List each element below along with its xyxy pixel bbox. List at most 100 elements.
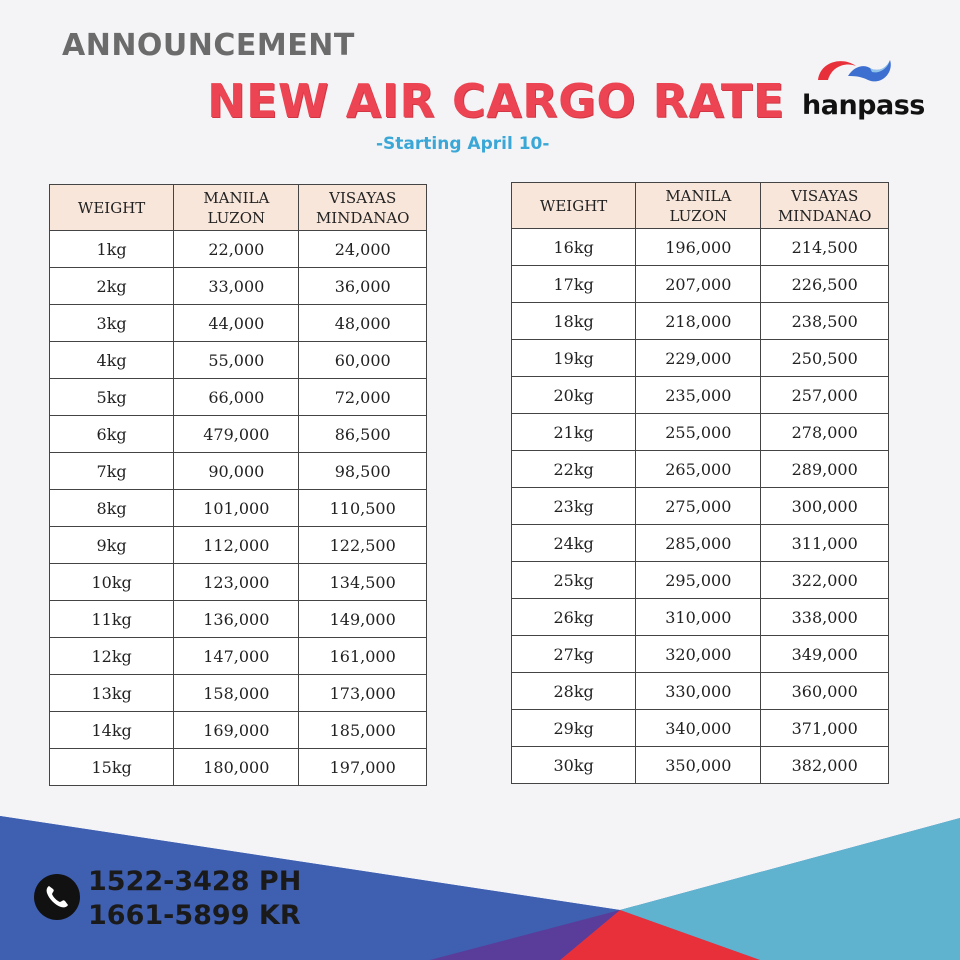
cell-manila-luzon: 330,000 <box>635 672 762 710</box>
cell-weight: 4kg <box>48 341 175 379</box>
table-row: 6kg 479,000 86,500 <box>48 415 427 453</box>
header-manila-line2: LUZON <box>669 206 728 225</box>
cell-visayas-mindanao: 238,500 <box>760 302 889 340</box>
cell-weight: 15kg <box>48 748 175 786</box>
cell-visayas-mindanao: 289,000 <box>760 450 889 488</box>
table-header-row: WEIGHT MANILA LUZON VISAYAS MINDANAO <box>510 182 889 229</box>
cell-weight: 21kg <box>510 413 637 451</box>
hanpass-logo-text: hanpass <box>802 90 925 121</box>
header-visayas-line2: MINDANAO <box>777 206 872 225</box>
table-row: 1kg 22,000 24,000 <box>48 230 427 268</box>
cell-weight: 29kg <box>510 709 637 747</box>
table-row: 27kg 320,000 349,000 <box>510 635 889 673</box>
announcement-label: ANNOUNCEMENT <box>62 28 355 63</box>
cell-weight: 26kg <box>510 598 637 636</box>
table-row: 12kg 147,000 161,000 <box>48 637 427 675</box>
cell-visayas-mindanao: 250,500 <box>760 339 889 377</box>
cell-weight: 2kg <box>48 267 175 305</box>
header-manila-line1: MANILA <box>203 188 270 207</box>
table-header-row: WEIGHT MANILA LUZON VISAYAS MINDANAO <box>48 184 427 231</box>
cell-visayas-mindanao: 86,500 <box>298 415 427 453</box>
cell-visayas-mindanao: 338,000 <box>760 598 889 636</box>
table-row: 15kg 180,000 197,000 <box>48 748 427 786</box>
cell-weight: 17kg <box>510 265 637 303</box>
cell-manila-luzon: 265,000 <box>635 450 762 488</box>
table-row: 25kg 295,000 322,000 <box>510 561 889 599</box>
table-row: 9kg 112,000 122,500 <box>48 526 427 564</box>
cell-weight: 3kg <box>48 304 175 342</box>
cell-manila-luzon: 112,000 <box>173 526 300 564</box>
cell-manila-luzon: 136,000 <box>173 600 300 638</box>
table-row: 4kg 55,000 60,000 <box>48 341 427 379</box>
cell-visayas-mindanao: 98,500 <box>298 452 427 490</box>
cell-weight: 25kg <box>510 561 637 599</box>
page-subtitle: -Starting April 10- <box>376 134 550 154</box>
rate-table-left-body: 1kg 22,000 24,000 2kg 33,000 36,000 3kg 44,000 4… <box>48 230 427 786</box>
table-row: 10kg 123,000 134,500 <box>48 563 427 601</box>
cell-weight: 28kg <box>510 672 637 710</box>
cell-manila-luzon: 207,000 <box>635 265 762 303</box>
cell-weight: 13kg <box>48 674 175 712</box>
cell-manila-luzon: 275,000 <box>635 487 762 525</box>
table-row: 20kg 235,000 257,000 <box>510 376 889 414</box>
cell-manila-luzon: 123,000 <box>173 563 300 601</box>
cell-visayas-mindanao: 257,000 <box>760 376 889 414</box>
table-row: 19kg 229,000 250,500 <box>510 339 889 377</box>
header-weight: WEIGHT <box>48 184 175 231</box>
cell-manila-luzon: 295,000 <box>635 561 762 599</box>
table-row: 23kg 275,000 300,000 <box>510 487 889 525</box>
cell-visayas-mindanao: 226,500 <box>760 265 889 303</box>
cell-manila-luzon: 229,000 <box>635 339 762 377</box>
cell-weight: 22kg <box>510 450 637 488</box>
cell-visayas-mindanao: 110,500 <box>298 489 427 527</box>
cell-visayas-mindanao: 149,000 <box>298 600 427 638</box>
cell-manila-luzon: 147,000 <box>173 637 300 675</box>
cell-manila-luzon: 66,000 <box>173 378 300 416</box>
cell-visayas-mindanao: 36,000 <box>298 267 427 305</box>
table-row: 14kg 169,000 185,000 <box>48 711 427 749</box>
cell-visayas-mindanao: 134,500 <box>298 563 427 601</box>
header-visayas-mindanao: VISAYAS MINDANAO <box>760 182 889 229</box>
cell-manila-luzon: 44,000 <box>173 304 300 342</box>
header-weight: WEIGHT <box>510 182 637 229</box>
page-title: NEW AIR CARGO RATE <box>207 74 785 128</box>
cell-visayas-mindanao: 48,000 <box>298 304 427 342</box>
cell-visayas-mindanao: 185,000 <box>298 711 427 749</box>
table-row: 30kg 350,000 382,000 <box>510 746 889 784</box>
cell-weight: 1kg <box>48 230 175 268</box>
rate-table-left: WEIGHT MANILA LUZON VISAYAS MINDANAO 1kg 22… <box>48 184 427 786</box>
header-manila-luzon: MANILA LUZON <box>173 184 300 231</box>
cell-manila-luzon: 235,000 <box>635 376 762 414</box>
cell-weight: 6kg <box>48 415 175 453</box>
table-row: 16kg 196,000 214,500 <box>510 228 889 266</box>
cell-manila-luzon: 55,000 <box>173 341 300 379</box>
cell-weight: 27kg <box>510 635 637 673</box>
cell-visayas-mindanao: 349,000 <box>760 635 889 673</box>
cell-weight: 12kg <box>48 637 175 675</box>
cell-weight: 9kg <box>48 526 175 564</box>
cell-visayas-mindanao: 278,000 <box>760 413 889 451</box>
hanpass-logo: hanpass <box>798 54 925 134</box>
cell-manila-luzon: 158,000 <box>173 674 300 712</box>
phone-number-kr: 1661-5899 KR <box>88 900 301 931</box>
table-row: 13kg 158,000 173,000 <box>48 674 427 712</box>
table-row: 29kg 340,000 371,000 <box>510 709 889 747</box>
cell-manila-luzon: 310,000 <box>635 598 762 636</box>
cell-weight: 19kg <box>510 339 637 377</box>
header-manila-line2: LUZON <box>207 208 266 227</box>
header-visayas-line2: MINDANAO <box>315 208 410 227</box>
cell-weight: 11kg <box>48 600 175 638</box>
cell-manila-luzon: 90,000 <box>173 452 300 490</box>
rate-table-right: WEIGHT MANILA LUZON VISAYAS MINDANAO 16kg 1… <box>510 182 889 784</box>
cell-manila-luzon: 320,000 <box>635 635 762 673</box>
cell-visayas-mindanao: 371,000 <box>760 709 889 747</box>
cell-visayas-mindanao: 122,500 <box>298 526 427 564</box>
cell-manila-luzon: 169,000 <box>173 711 300 749</box>
cell-manila-luzon: 196,000 <box>635 228 762 266</box>
hanpass-logo-mark-icon <box>818 60 891 82</box>
rate-table-right-body: 16kg 196,000 214,500 17kg 207,000 226,500 18kg… <box>510 228 889 784</box>
cell-manila-luzon: 22,000 <box>173 230 300 268</box>
cell-visayas-mindanao: 311,000 <box>760 524 889 562</box>
cell-visayas-mindanao: 322,000 <box>760 561 889 599</box>
cell-weight: 30kg <box>510 746 637 784</box>
